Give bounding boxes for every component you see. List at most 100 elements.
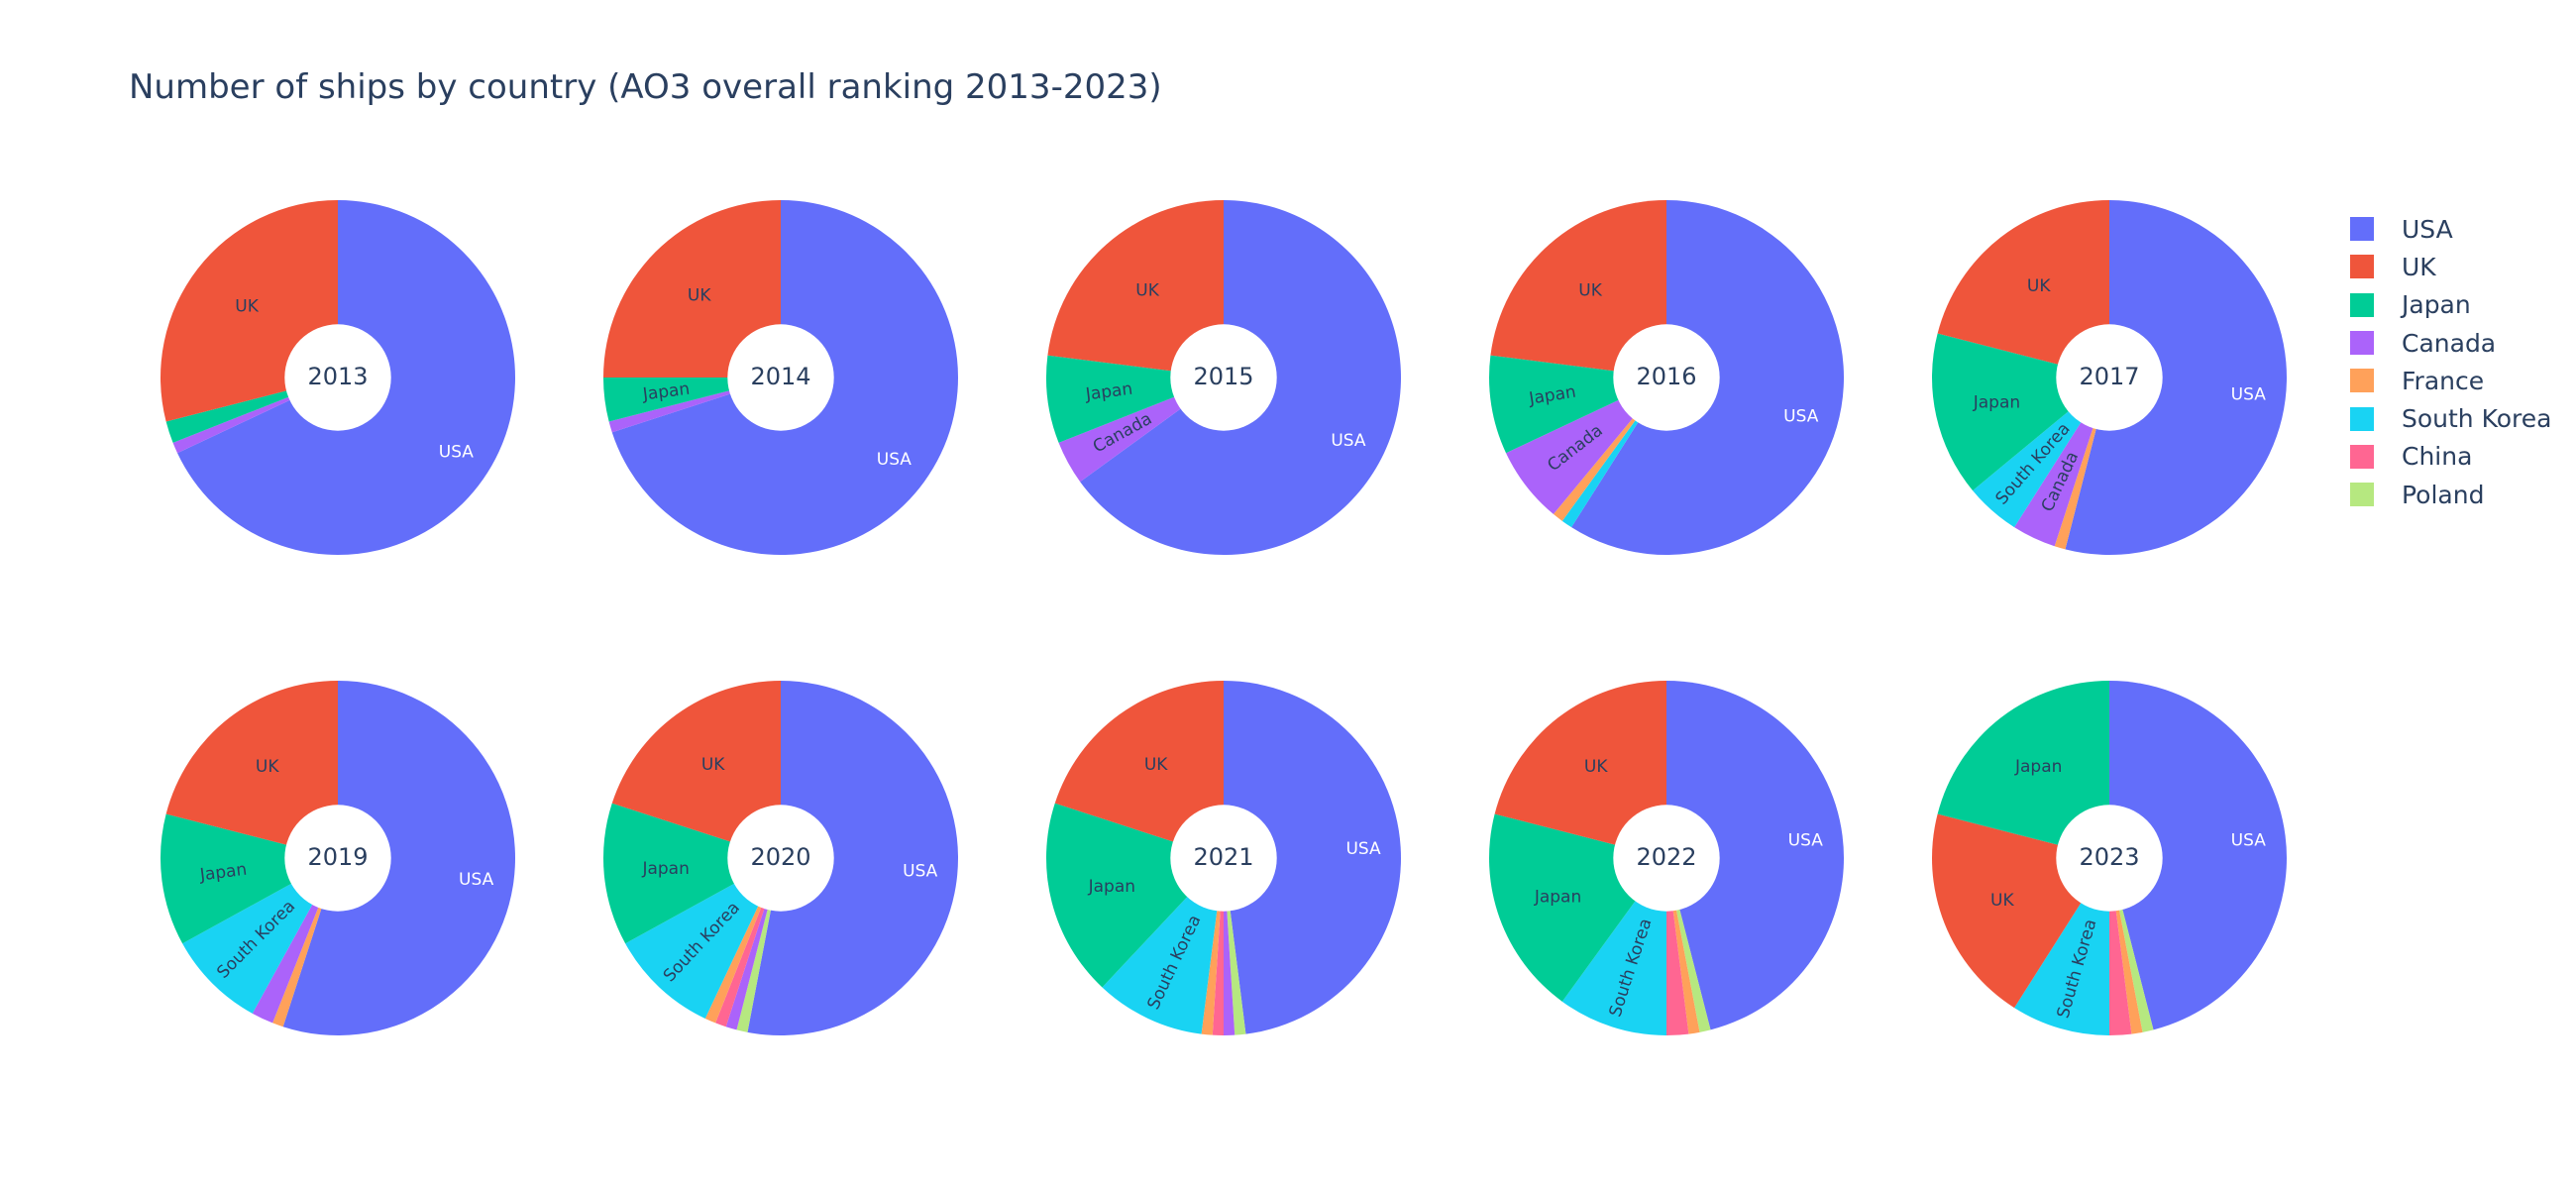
pie-center-year-2014: 2014 (750, 363, 810, 390)
legend-swatch (2350, 483, 2374, 507)
slice-label-2015-uk: UK (1135, 281, 1159, 301)
slice-label-2022-uk: UK (1584, 757, 1608, 777)
slice-label-2017-japan: Japan (1973, 392, 2020, 412)
legend-swatch (2350, 444, 2374, 469)
slice-label-2021-uk: UK (1144, 755, 1168, 775)
legend-label: UK (2402, 252, 2436, 281)
pie-hole-2023 (2056, 805, 2163, 912)
pie-center-year-2023: 2023 (2079, 843, 2139, 871)
pie-center-year-2013: 2013 (307, 363, 368, 390)
legend-item-japan[interactable]: Japan (2350, 286, 2551, 324)
slice-label-2017-uk: UK (2027, 276, 2051, 296)
slice-label-2015-usa: USA (1331, 431, 1366, 451)
slice-label-2019-uk: UK (256, 757, 279, 777)
pie-hole-2017 (2056, 324, 2163, 431)
legend-swatch (2350, 255, 2374, 279)
slice-label-2014-uk: UK (688, 286, 711, 306)
legend-label: South Korea (2402, 404, 2552, 434)
pie-slice-2015-uk[interactable] (1047, 200, 1224, 378)
slice-label-2013-usa: USA (439, 443, 475, 463)
pie-hole-2014 (727, 324, 834, 431)
pie-slice-2016-uk[interactable] (1490, 200, 1666, 378)
slice-label-2023-japan: Japan (2014, 757, 2062, 777)
pie-chart-2013: USA UK 2013 (160, 200, 516, 555)
slice-label-2022-japan: Japan (1534, 887, 1581, 907)
slice-label-2014-usa: USA (877, 450, 912, 470)
legend-label: Poland (2402, 480, 2485, 509)
legend-swatch (2350, 292, 2374, 317)
pie-slice-2021-south-korea[interactable] (1102, 858, 1224, 1034)
legend-label: USA (2402, 214, 2453, 244)
legend-label: China (2402, 442, 2473, 472)
pie-center-year-2022: 2022 (1636, 843, 1696, 871)
pie-slice-2023-usa[interactable] (2109, 681, 2287, 1030)
slice-label-2016-usa: USA (1783, 406, 1819, 426)
slice-label-2013-uk: UK (235, 297, 259, 317)
pie-slice-2019-usa[interactable] (282, 681, 515, 1035)
slice-label-2022-usa: USA (1788, 830, 1824, 850)
pie-slice-2019-south-korea[interactable] (182, 858, 338, 1014)
pie-center-year-2015: 2015 (1193, 363, 1253, 390)
pie-slice-2022-uk[interactable] (1494, 681, 1666, 858)
legend-item-south-korea[interactable]: South Korea (2350, 399, 2551, 437)
legend-swatch (2350, 406, 2374, 431)
legend-label: Canada (2402, 328, 2497, 358)
legend-item-usa[interactable]: USA (2350, 210, 2551, 248)
pie-center-year-2021: 2021 (1193, 843, 1253, 871)
legend-item-canada[interactable]: Canada (2350, 324, 2551, 362)
legend-swatch (2350, 217, 2374, 242)
slice-label-2023-uk: UK (1990, 891, 2014, 911)
pie-slice-2017-usa[interactable] (2065, 200, 2288, 555)
slice-label-2019-usa: USA (459, 870, 494, 890)
slice-label-2021-japan: Japan (1088, 877, 1135, 897)
legend-item-china[interactable]: China (2350, 438, 2551, 476)
slice-label-2023-usa: USA (2231, 830, 2267, 850)
slice-label-2021-usa: USA (1345, 839, 1381, 859)
legend-item-poland[interactable]: Poland (2350, 476, 2551, 513)
legend-item-france[interactable]: France (2350, 362, 2551, 399)
pie-center-year-2017: 2017 (2079, 363, 2139, 390)
pie-center-year-2020: 2020 (750, 843, 810, 871)
pie-slice-2014-uk[interactable] (603, 200, 781, 378)
slice-label-2017-usa: USA (2231, 385, 2267, 405)
pie-center-year-2016: 2016 (1636, 363, 1696, 390)
pie-hole-2019 (284, 805, 391, 912)
pie-hole-2015 (1170, 324, 1277, 431)
pie-slice-2021-usa[interactable] (1224, 681, 1402, 1034)
pie-slice-2021-uk[interactable] (1054, 681, 1224, 858)
pie-slice-2019-uk[interactable] (165, 680, 338, 858)
pie-hole-2022 (1613, 805, 1720, 912)
pie-slice-2022-usa[interactable] (1666, 681, 1844, 1030)
legend-label: France (2402, 366, 2485, 395)
chart-title: Number of ships by country (AO3 overall … (129, 67, 1162, 107)
slice-label-2020-japan: Japan (641, 859, 689, 879)
pie-slice-2020-south-korea[interactable] (625, 858, 781, 1019)
pie-center-year-2019: 2019 (307, 843, 368, 871)
pie-slice-2023-japan[interactable] (1937, 681, 2109, 858)
pie-hole-2013 (284, 324, 391, 431)
slice-label-2020-usa: USA (903, 861, 938, 881)
legend-label: Japan (2402, 290, 2471, 320)
legend-item-uk[interactable]: UK (2350, 248, 2551, 285)
legend-swatch (2350, 369, 2374, 393)
slice-label-2020-uk: UK (701, 755, 725, 775)
pie-slice-2020-usa[interactable] (747, 681, 958, 1035)
legend-swatch (2350, 331, 2374, 356)
pie-hole-2020 (727, 805, 834, 912)
slice-label-2016-uk: UK (1578, 281, 1602, 301)
legend: USA UK Japan Canada France South Korea C… (2350, 210, 2551, 513)
pie-slice-2020-uk[interactable] (611, 681, 781, 858)
pie-slice-2017-uk[interactable] (1937, 200, 2109, 378)
pie-slice-2019-japan[interactable] (161, 813, 338, 944)
pie-slice-2020-japan[interactable] (602, 803, 781, 944)
pie-hole-2021 (1170, 805, 1277, 912)
